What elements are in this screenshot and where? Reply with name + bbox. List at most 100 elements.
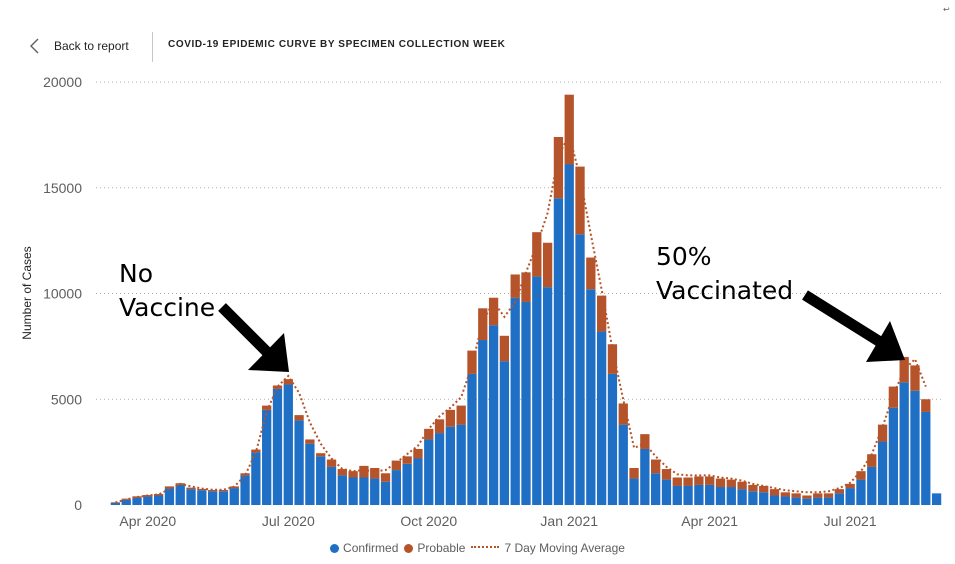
bar-confirmed[interactable] xyxy=(694,484,704,505)
bar-probable[interactable] xyxy=(305,439,315,444)
bar-probable[interactable] xyxy=(921,399,931,412)
legend-item-moving-average[interactable]: 7 Day Moving Average xyxy=(471,541,625,555)
bar-confirmed[interactable] xyxy=(845,488,855,505)
bar-confirmed[interactable] xyxy=(456,424,466,505)
bar-probable[interactable] xyxy=(845,483,855,489)
bar-probable[interactable] xyxy=(262,405,272,410)
bar-probable[interactable] xyxy=(791,493,801,498)
bar-probable[interactable] xyxy=(640,434,650,449)
bar-probable[interactable] xyxy=(251,449,261,453)
bar-confirmed[interactable] xyxy=(110,502,121,505)
bar-confirmed[interactable] xyxy=(726,487,736,505)
bar-confirmed[interactable] xyxy=(683,485,693,505)
bar-confirmed[interactable] xyxy=(672,485,682,505)
bar-confirmed[interactable] xyxy=(651,473,661,505)
bar-probable[interactable] xyxy=(672,477,682,486)
bar-probable[interactable] xyxy=(596,295,607,332)
bar-confirmed[interactable] xyxy=(715,487,726,505)
bar-probable[interactable] xyxy=(834,489,844,494)
bar-confirmed[interactable] xyxy=(359,477,369,505)
bar-confirmed[interactable] xyxy=(629,478,639,505)
bar-confirmed[interactable] xyxy=(921,411,931,505)
bar-probable[interactable] xyxy=(488,297,499,326)
bar-probable[interactable] xyxy=(888,386,899,408)
bar-probable[interactable] xyxy=(705,476,715,485)
bar-confirmed[interactable] xyxy=(748,491,758,505)
bar-probable[interactable] xyxy=(326,459,337,467)
bar-confirmed[interactable] xyxy=(294,420,304,505)
bar-confirmed[interactable] xyxy=(348,477,358,505)
bar-confirmed[interactable] xyxy=(445,426,456,505)
bar-confirmed[interactable] xyxy=(596,331,607,505)
bar-probable[interactable] xyxy=(553,136,564,199)
bar-confirmed[interactable] xyxy=(759,492,769,505)
bar-confirmed[interactable] xyxy=(856,479,866,505)
bar-confirmed[interactable] xyxy=(618,424,628,505)
bar-probable[interactable] xyxy=(153,494,164,496)
bar-confirmed[interactable] xyxy=(586,289,596,505)
bar-probable[interactable] xyxy=(434,419,445,434)
bar-probable[interactable] xyxy=(521,272,531,302)
bar-confirmed[interactable] xyxy=(499,361,510,505)
bar-probable[interactable] xyxy=(780,492,790,497)
bar-probable[interactable] xyxy=(197,488,207,491)
bar-confirmed[interactable] xyxy=(240,475,250,505)
bar-probable[interactable] xyxy=(402,456,412,464)
bar-confirmed[interactable] xyxy=(143,496,153,505)
bar-probable[interactable] xyxy=(737,481,747,490)
bar-probable[interactable] xyxy=(208,489,218,492)
bar-probable[interactable] xyxy=(370,467,380,479)
bar-probable[interactable] xyxy=(586,257,596,290)
bar-confirmed[interactable] xyxy=(813,497,823,505)
bar-probable[interactable] xyxy=(769,489,780,496)
bar-confirmed[interactable] xyxy=(218,491,229,505)
bar-probable[interactable] xyxy=(823,493,834,498)
bar-confirmed[interactable] xyxy=(823,497,834,505)
bar-probable[interactable] xyxy=(467,350,477,374)
bar-probable[interactable] xyxy=(283,379,293,385)
bar-probable[interactable] xyxy=(542,242,553,288)
bar-confirmed[interactable] xyxy=(899,382,909,505)
bar-probable[interactable] xyxy=(510,274,520,298)
bar-probable[interactable] xyxy=(856,471,866,480)
bar-probable[interactable] xyxy=(294,415,304,421)
bar-probable[interactable] xyxy=(121,498,131,500)
bar-probable[interactable] xyxy=(359,465,369,478)
back-to-report-button[interactable]: Back to report xyxy=(28,34,129,58)
legend-item-probable[interactable]: Probable xyxy=(404,541,465,555)
bar-confirmed[interactable] xyxy=(175,484,185,505)
bar-confirmed[interactable] xyxy=(521,301,531,505)
bar-probable[interactable] xyxy=(877,424,888,442)
bar-confirmed[interactable] xyxy=(316,456,326,505)
bar-probable[interactable] xyxy=(629,467,639,479)
bar-probable[interactable] xyxy=(391,460,401,471)
bar-confirmed[interactable] xyxy=(834,493,844,505)
bar-probable[interactable] xyxy=(445,409,456,427)
bar-confirmed[interactable] xyxy=(208,491,218,505)
bar-probable[interactable] xyxy=(910,365,920,391)
bar-confirmed[interactable] xyxy=(380,481,391,505)
bar-confirmed[interactable] xyxy=(132,497,142,505)
bar-confirmed[interactable] xyxy=(780,496,790,505)
bar-confirmed[interactable] xyxy=(229,488,239,505)
bar-confirmed[interactable] xyxy=(424,439,434,505)
bar-probable[interactable] xyxy=(715,478,726,488)
bar-confirmed[interactable] xyxy=(337,475,347,505)
bar-probable[interactable] xyxy=(164,486,175,489)
bar-confirmed[interactable] xyxy=(370,478,380,505)
bar-confirmed[interactable] xyxy=(186,489,196,505)
bar-probable[interactable] xyxy=(759,485,769,493)
bar-probable[interactable] xyxy=(218,489,229,492)
bar-probable[interactable] xyxy=(564,94,574,165)
bar-confirmed[interactable] xyxy=(532,276,542,505)
bar-probable[interactable] xyxy=(272,385,283,389)
bar-probable[interactable] xyxy=(867,454,877,467)
bar-probable[interactable] xyxy=(661,469,672,480)
bar-confirmed[interactable] xyxy=(391,470,401,505)
bar-probable[interactable] xyxy=(651,459,661,474)
bar-confirmed[interactable] xyxy=(326,466,337,505)
bar-confirmed[interactable] xyxy=(575,234,585,505)
bar-probable[interactable] xyxy=(456,405,466,425)
legend-item-confirmed[interactable]: Confirmed xyxy=(330,541,398,555)
bar-confirmed[interactable] xyxy=(402,463,412,505)
